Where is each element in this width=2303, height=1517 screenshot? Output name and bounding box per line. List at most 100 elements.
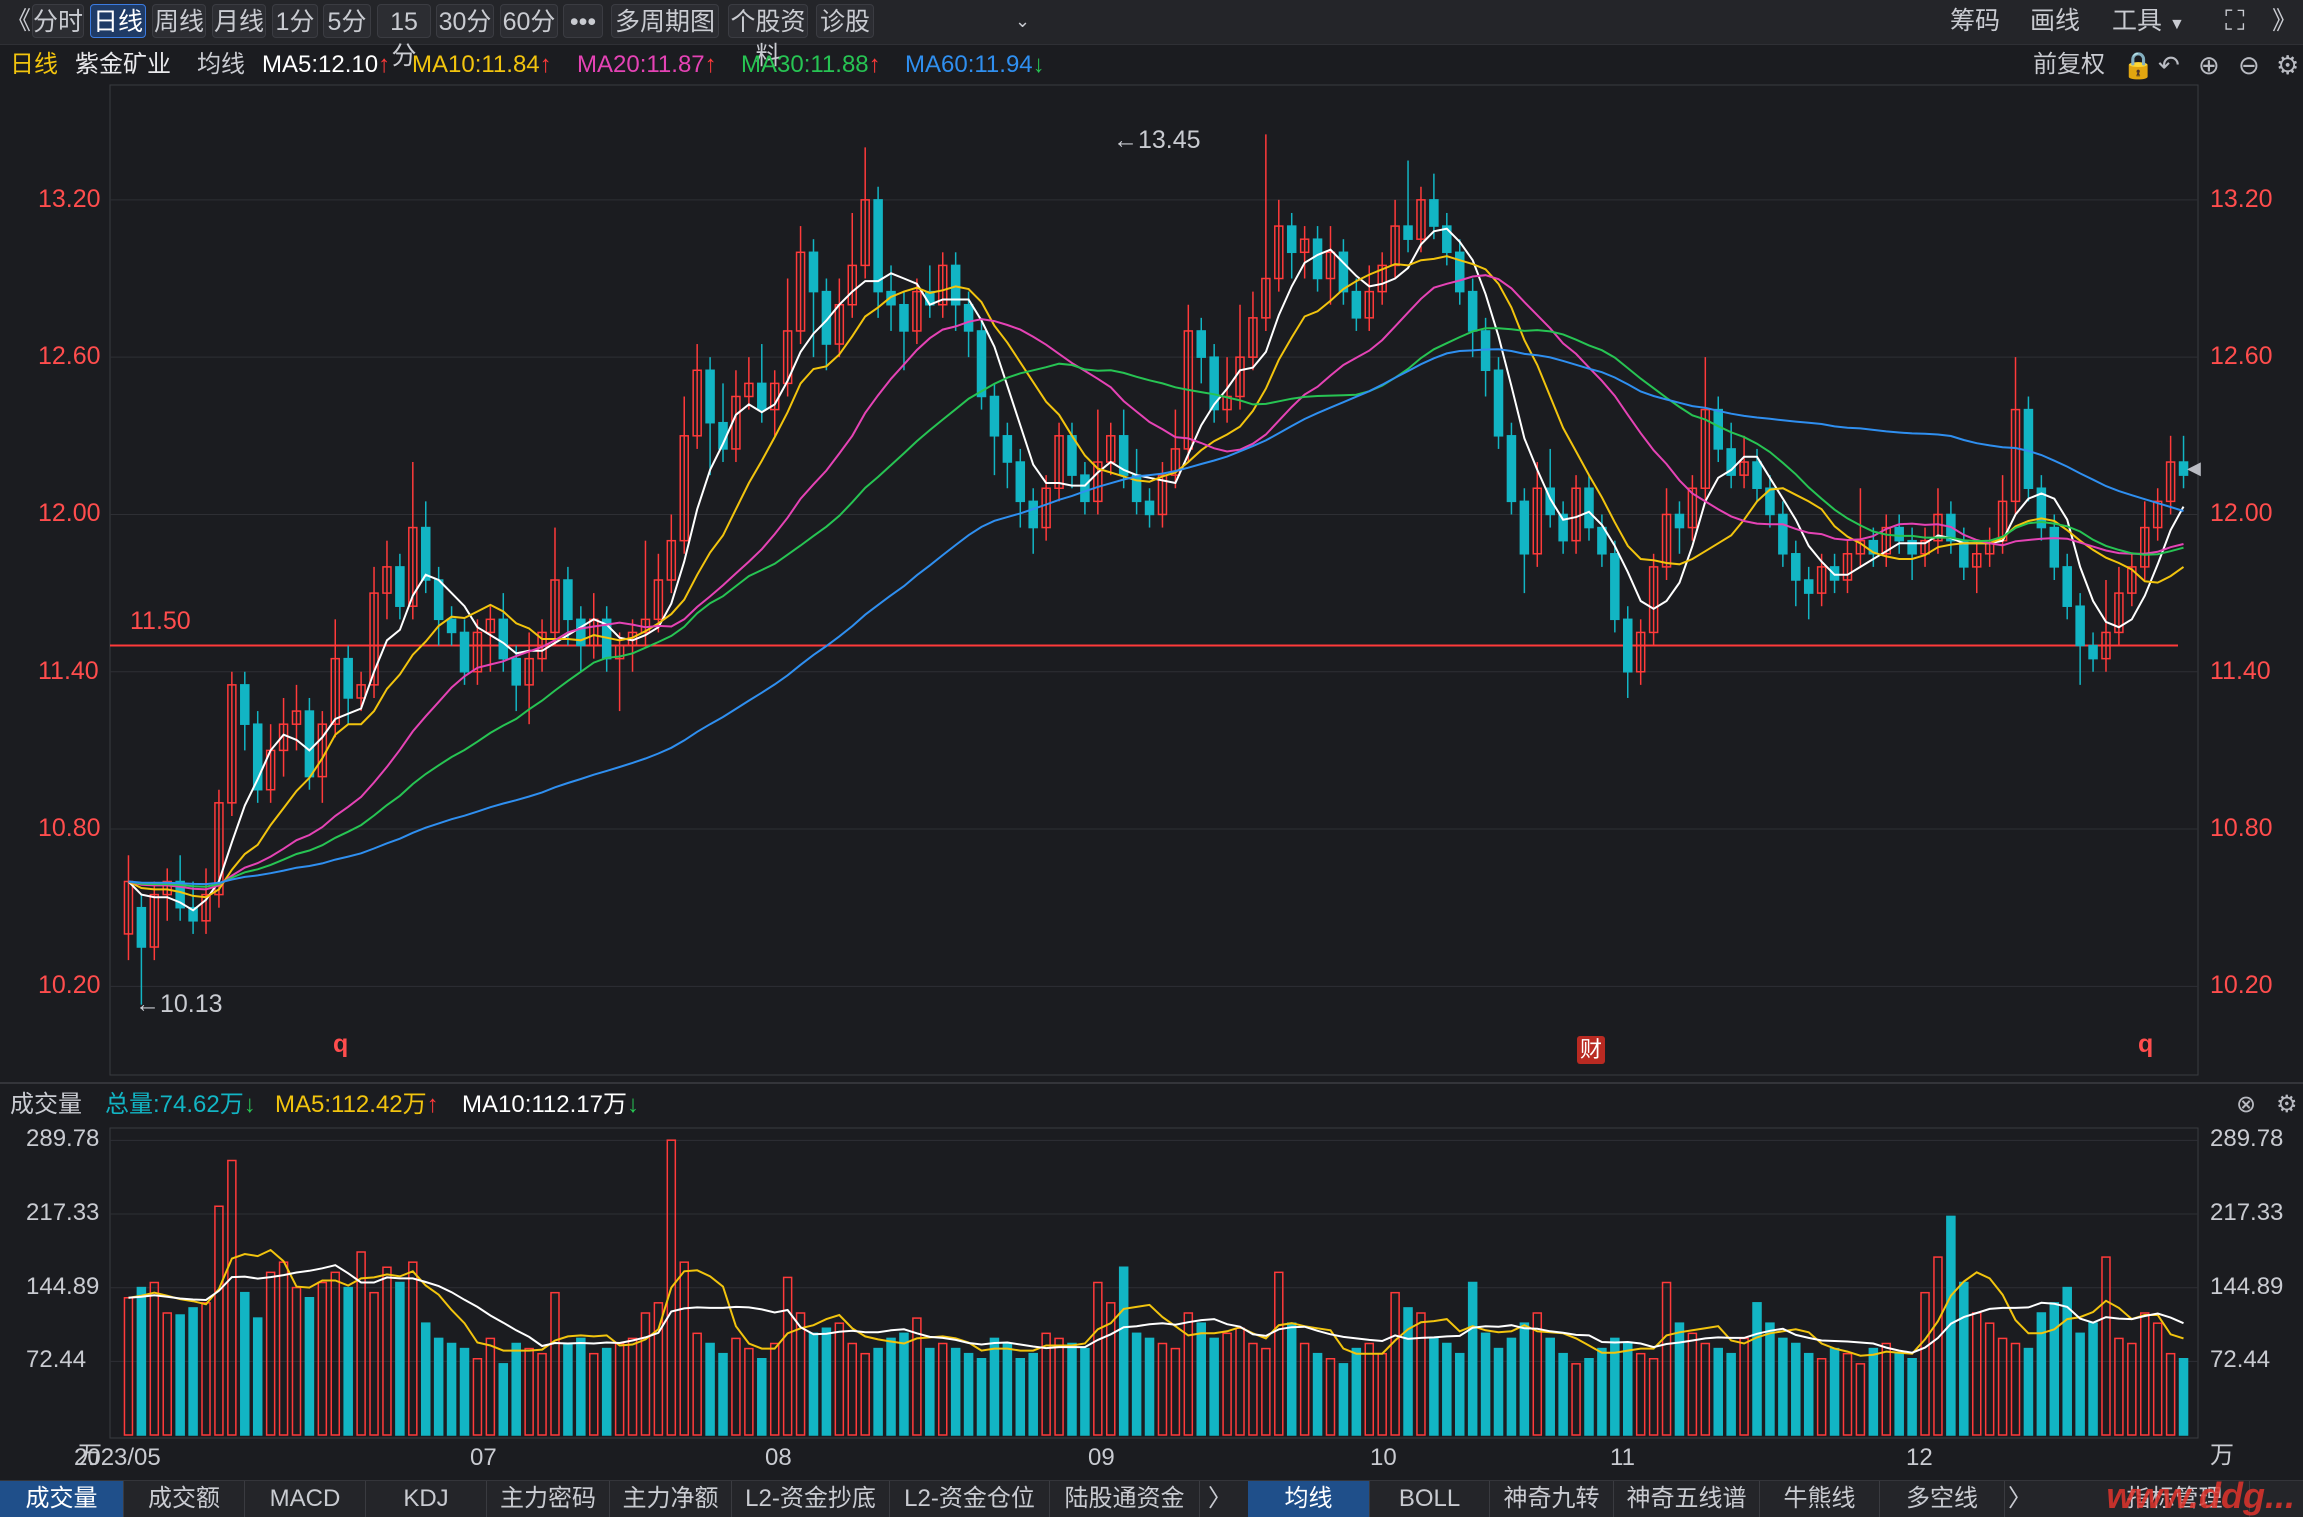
candle-down <box>2178 461 2189 476</box>
month-label: 11 <box>1610 1444 1635 1471</box>
ma5-line <box>127 227 2185 912</box>
ma30-value: MA30:11.88↑ <box>741 51 881 78</box>
q-marker-right[interactable]: q <box>2138 1030 2154 1058</box>
period-tab-8[interactable]: 60分 <box>500 4 558 38</box>
volume-bar-down <box>1067 1342 1077 1436</box>
indicator-tab-0[interactable]: 成交量 <box>0 1481 124 1517</box>
indicator-tab-2[interactable]: MACD <box>245 1481 366 1517</box>
period-tab-3[interactable]: 月线 <box>212 4 266 38</box>
volume-bar-down <box>188 1307 198 1436</box>
volume-bar-up <box>1222 1332 1232 1436</box>
period-tab-5[interactable]: 5分 <box>323 4 371 38</box>
period-tab-0[interactable]: 分时 <box>32 4 84 38</box>
volume-bar-up <box>1971 1312 1982 1436</box>
overlay-tab-6[interactable]: 指标管理 <box>2100 1481 2250 1517</box>
volume-bar-down <box>1545 1337 1555 1436</box>
chips-button[interactable]: 筹码 <box>1950 7 2001 35</box>
candle-up <box>782 330 793 385</box>
tabs-next-icon[interactable]: 〉 <box>1208 1485 1232 1512</box>
close-icon[interactable]: ⊗ <box>2236 1091 2257 1118</box>
period-label: 日线 <box>10 51 58 78</box>
period-tab-1[interactable]: 日线 <box>90 4 146 38</box>
candle-down <box>498 618 509 660</box>
period-tab-12[interactable]: 诊股 <box>816 4 874 38</box>
settings-icon[interactable]: ⚙ <box>2276 50 2300 80</box>
fullscreen-icon[interactable]: ⛶ <box>2225 5 2245 36</box>
overlay-tab-2[interactable]: 神奇九转 <box>1490 1481 1614 1517</box>
price-tick-left: 10.20 <box>38 971 101 1000</box>
candle-down <box>433 579 444 621</box>
period-tab-11[interactable]: 个股资料 <box>728 4 808 70</box>
candle-up <box>408 526 418 607</box>
candle-up <box>291 710 302 725</box>
overlay-tab-5[interactable]: 多空线 <box>1880 1481 2005 1517</box>
candle-down <box>1778 513 1788 555</box>
volume-bar-down <box>2062 1286 2072 1436</box>
volume-bar-up <box>2114 1337 2124 1436</box>
tabs-more-icon[interactable]: 〉 <box>2008 1485 2032 1512</box>
indicator-tab-7[interactable]: L2-资金仓位 <box>890 1481 1050 1517</box>
back-icon[interactable]: 《 <box>6 7 32 35</box>
volume-bar-down <box>963 1352 974 1436</box>
zoom-out-icon[interactable]: ⊖ <box>2238 50 2260 80</box>
candle-down <box>136 906 147 948</box>
indicator-tab-4[interactable]: 主力密码 <box>487 1481 610 1517</box>
candle-up <box>1299 238 1310 254</box>
period-tab-6[interactable]: 15分 <box>377 4 431 70</box>
q-marker-left[interactable]: q <box>333 1030 349 1058</box>
period-tab-9[interactable]: ••• <box>563 4 603 38</box>
volume-bar-up <box>1687 1332 1698 1436</box>
overlay-tab-3[interactable]: 神奇五线谱 <box>1614 1481 1760 1517</box>
candle-up <box>1739 461 1749 476</box>
volume-tick-left: 万 <box>78 1442 102 1469</box>
ma-label[interactable]: 均线 <box>197 51 245 78</box>
expand-right-icon[interactable]: 》 <box>2272 7 2298 35</box>
reference-line-label: 11.50 <box>130 607 191 635</box>
overlay-tab-4[interactable]: 牛熊线 <box>1760 1481 1880 1517</box>
period-tab-7[interactable]: 30分 <box>436 4 494 38</box>
indicator-tab-8[interactable]: 陆股通资金 <box>1050 1481 1200 1517</box>
volume-bar-down <box>1584 1358 1594 1436</box>
indicator-tab-6[interactable]: L2-资金抄底 <box>732 1481 890 1517</box>
candle-down <box>1558 513 1568 542</box>
restore-right-button[interactable]: 前复权 <box>2033 51 2105 78</box>
volume-ma-lines <box>128 1248 2184 1357</box>
candle-up <box>149 893 160 948</box>
price-tick-left: 12.00 <box>38 499 101 528</box>
candle-down <box>1584 487 1594 529</box>
price-tick-left: 13.20 <box>38 184 101 213</box>
overlay-tab-1[interactable]: BOLL <box>1370 1481 1490 1517</box>
ma10-line <box>128 255 2185 899</box>
period-tab-10[interactable]: 多周期图 <box>611 4 719 38</box>
candle-down <box>989 395 1000 437</box>
month-label: 10 <box>1370 1444 1397 1471</box>
candle-down <box>1351 290 1362 319</box>
volume-bar-up <box>1920 1291 1930 1436</box>
candle-up <box>1416 199 1426 240</box>
volume-bar-down <box>1429 1337 1439 1436</box>
volume-bar-up <box>265 1271 276 1436</box>
candle-up <box>1933 513 1943 542</box>
indicator-tab-1[interactable]: 成交额 <box>124 1481 245 1517</box>
zoom-in-icon[interactable]: ⊕ <box>2198 50 2220 80</box>
indicator-tab-3[interactable]: KDJ <box>366 1481 487 1517</box>
tools-button[interactable]: 工具 ▼ <box>2112 4 2185 38</box>
volume-bar-down <box>1791 1342 1801 1436</box>
undo-icon[interactable]: ↶ <box>2158 50 2180 80</box>
candle-down <box>1080 474 1090 503</box>
candle-down <box>808 251 819 293</box>
finance-marker[interactable]: 财 <box>1577 1036 1605 1064</box>
volume-settings-icon[interactable]: ⚙ <box>2276 1091 2298 1118</box>
volume-bar-up <box>1235 1327 1245 1436</box>
draw-button[interactable]: 画线 <box>2030 7 2081 35</box>
volume-bar-up <box>769 1342 780 1436</box>
candle-down <box>873 199 883 293</box>
period-tab-2[interactable]: 周线 <box>152 4 206 38</box>
overlay-tab-0[interactable]: 均线 <box>1248 1481 1370 1517</box>
period-tab-4[interactable]: 1分 <box>272 4 318 38</box>
lock-icon[interactable]: 🔒 <box>2122 50 2155 80</box>
low-annotation: ←10.13 <box>135 990 223 1018</box>
indicator-tab-5[interactable]: 主力净额 <box>610 1481 732 1517</box>
stock-name: 紫金矿业 <box>75 51 171 78</box>
